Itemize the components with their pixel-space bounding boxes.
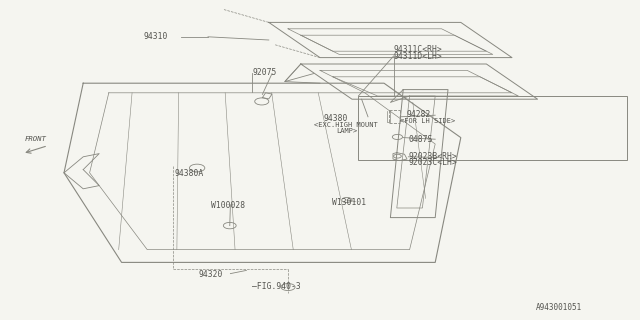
Text: 94282: 94282 — [406, 110, 431, 119]
Text: 94320: 94320 — [198, 270, 223, 279]
Text: 92023C<LH>: 92023C<LH> — [408, 158, 457, 167]
Text: 94311C<RH>: 94311C<RH> — [394, 45, 442, 54]
Text: W100028: W100028 — [211, 201, 245, 210]
Text: W130101: W130101 — [332, 198, 365, 207]
Text: LAMP>: LAMP> — [336, 128, 357, 134]
Text: A943001051: A943001051 — [536, 303, 582, 312]
Text: 94380: 94380 — [323, 114, 348, 123]
Text: <FOR LH SIDE>: <FOR LH SIDE> — [400, 118, 455, 124]
Text: 0487S: 0487S — [408, 135, 433, 144]
Text: 94380A: 94380A — [174, 169, 204, 178]
Text: 94311D<LH>: 94311D<LH> — [394, 52, 442, 60]
Text: 94310: 94310 — [144, 32, 168, 41]
Bar — [358, 96, 627, 160]
Text: 92023B<RH>: 92023B<RH> — [408, 152, 457, 161]
Text: FRONT: FRONT — [24, 136, 46, 142]
Text: 92075: 92075 — [253, 68, 277, 76]
Text: <EXC.HIGH MOUNT: <EXC.HIGH MOUNT — [314, 122, 378, 128]
Text: —FIG.940-3: —FIG.940-3 — [252, 282, 300, 291]
